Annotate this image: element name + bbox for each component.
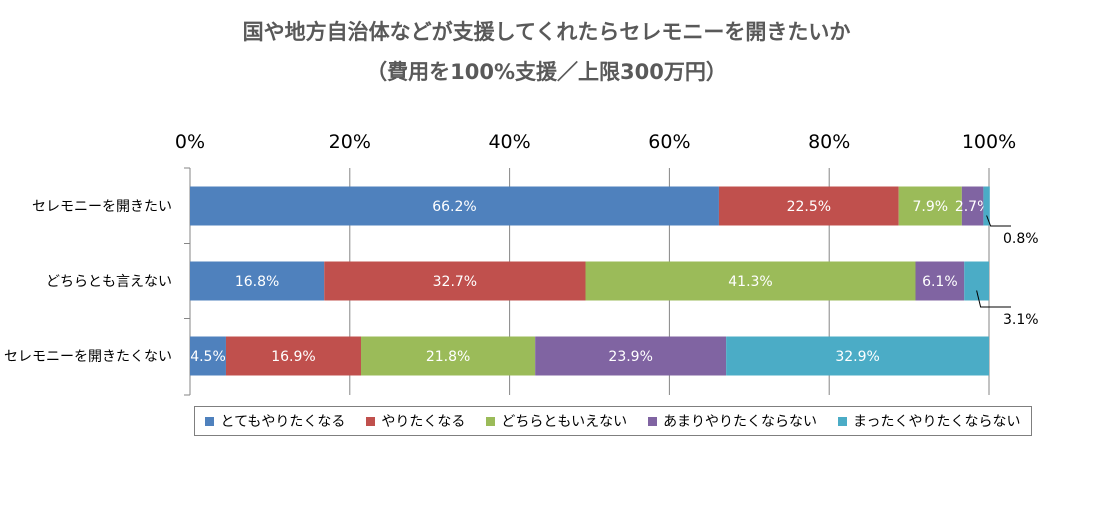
bar-2-1 bbox=[225, 336, 361, 376]
x-tick-label-3: 60% bbox=[648, 131, 690, 153]
x-tick-label-4: 80% bbox=[808, 131, 850, 153]
data-label-2-4: 32.9% bbox=[835, 349, 879, 365]
category-label-1: どちらとも言えない bbox=[46, 274, 172, 290]
chart-legend: とてもやりたくなる やりたくなる どちらともいえない あまりやりたくならない ま… bbox=[194, 406, 1032, 436]
legend-label-3: あまりやりたくならない bbox=[663, 414, 818, 430]
bar-2-3 bbox=[535, 336, 727, 376]
bar-0-3 bbox=[961, 186, 984, 226]
data-label-0-0: 66.2% bbox=[432, 199, 476, 215]
category-label-0: セレモニーを開きたい bbox=[32, 199, 172, 215]
bar-2-2 bbox=[360, 336, 536, 376]
data-label-1-2: 41.3% bbox=[728, 274, 772, 290]
bar-1-1 bbox=[324, 261, 586, 301]
legend-item-4: まったくやりたくならない bbox=[838, 411, 1021, 431]
legend-label-1: やりたくなる bbox=[381, 414, 466, 430]
data-label-1-0: 16.8% bbox=[235, 274, 279, 290]
callout-label-0: 0.8% bbox=[1003, 231, 1039, 247]
callout-leader-1 bbox=[976, 290, 1011, 308]
chart-subtitle: （費用を100%支援／上限300万円） bbox=[366, 60, 727, 84]
callout-label-1: 3.1% bbox=[1003, 312, 1039, 328]
data-label-1-3: 6.1% bbox=[922, 274, 958, 290]
legend-swatch-1 bbox=[366, 416, 376, 426]
bar-1-4 bbox=[964, 261, 989, 301]
legend-item-3: あまりやりたくならない bbox=[648, 411, 817, 431]
legend-swatch-3 bbox=[648, 416, 658, 426]
data-label-0-3: 2.7% bbox=[955, 199, 991, 215]
bar-0-0 bbox=[190, 186, 719, 226]
data-label-1-1: 32.7% bbox=[433, 274, 477, 290]
x-tick-label-0: 0% bbox=[175, 131, 205, 153]
bar-2-0 bbox=[190, 336, 226, 376]
data-label-0-1: 22.5% bbox=[787, 199, 831, 215]
legend-label-2: どちらともいえない bbox=[501, 414, 628, 430]
bar-1-0 bbox=[190, 261, 325, 301]
legend-swatch-2 bbox=[486, 416, 496, 426]
legend-item-1: やりたくなる bbox=[366, 411, 465, 431]
bar-1-2 bbox=[585, 261, 916, 301]
bar-0-1 bbox=[718, 186, 899, 226]
bar-2-4 bbox=[726, 336, 989, 376]
legend-swatch-0 bbox=[205, 416, 215, 426]
legend-item-0: とてもやりたくなる bbox=[205, 411, 345, 431]
legend-label-0: とてもやりたくなる bbox=[220, 414, 346, 430]
category-label-2: セレモニーを開きたくない bbox=[4, 349, 172, 365]
bar-0-4 bbox=[983, 186, 990, 226]
x-tick-label-5: 100% bbox=[962, 131, 1016, 153]
x-tick-label-2: 40% bbox=[488, 131, 530, 153]
bar-0-2 bbox=[898, 186, 962, 226]
callout-leader-0 bbox=[986, 215, 1011, 227]
chart-title: 国や地方自治体などが支援してくれたらセレモニーを開きたいか bbox=[242, 20, 851, 44]
data-label-0-2: 7.9% bbox=[912, 199, 948, 215]
x-tick-label-1: 20% bbox=[329, 131, 371, 153]
legend-item-2: どちらともいえない bbox=[486, 411, 627, 431]
bar-1-3 bbox=[915, 261, 965, 301]
legend-label-4: まったくやりたくならない bbox=[853, 414, 1021, 430]
data-label-2-1: 16.9% bbox=[271, 349, 315, 365]
data-label-2-2: 21.8% bbox=[426, 349, 470, 365]
data-label-2-3: 23.9% bbox=[608, 349, 652, 365]
data-label-2-0: 4.5% bbox=[190, 349, 226, 365]
legend-swatch-4 bbox=[838, 416, 848, 426]
